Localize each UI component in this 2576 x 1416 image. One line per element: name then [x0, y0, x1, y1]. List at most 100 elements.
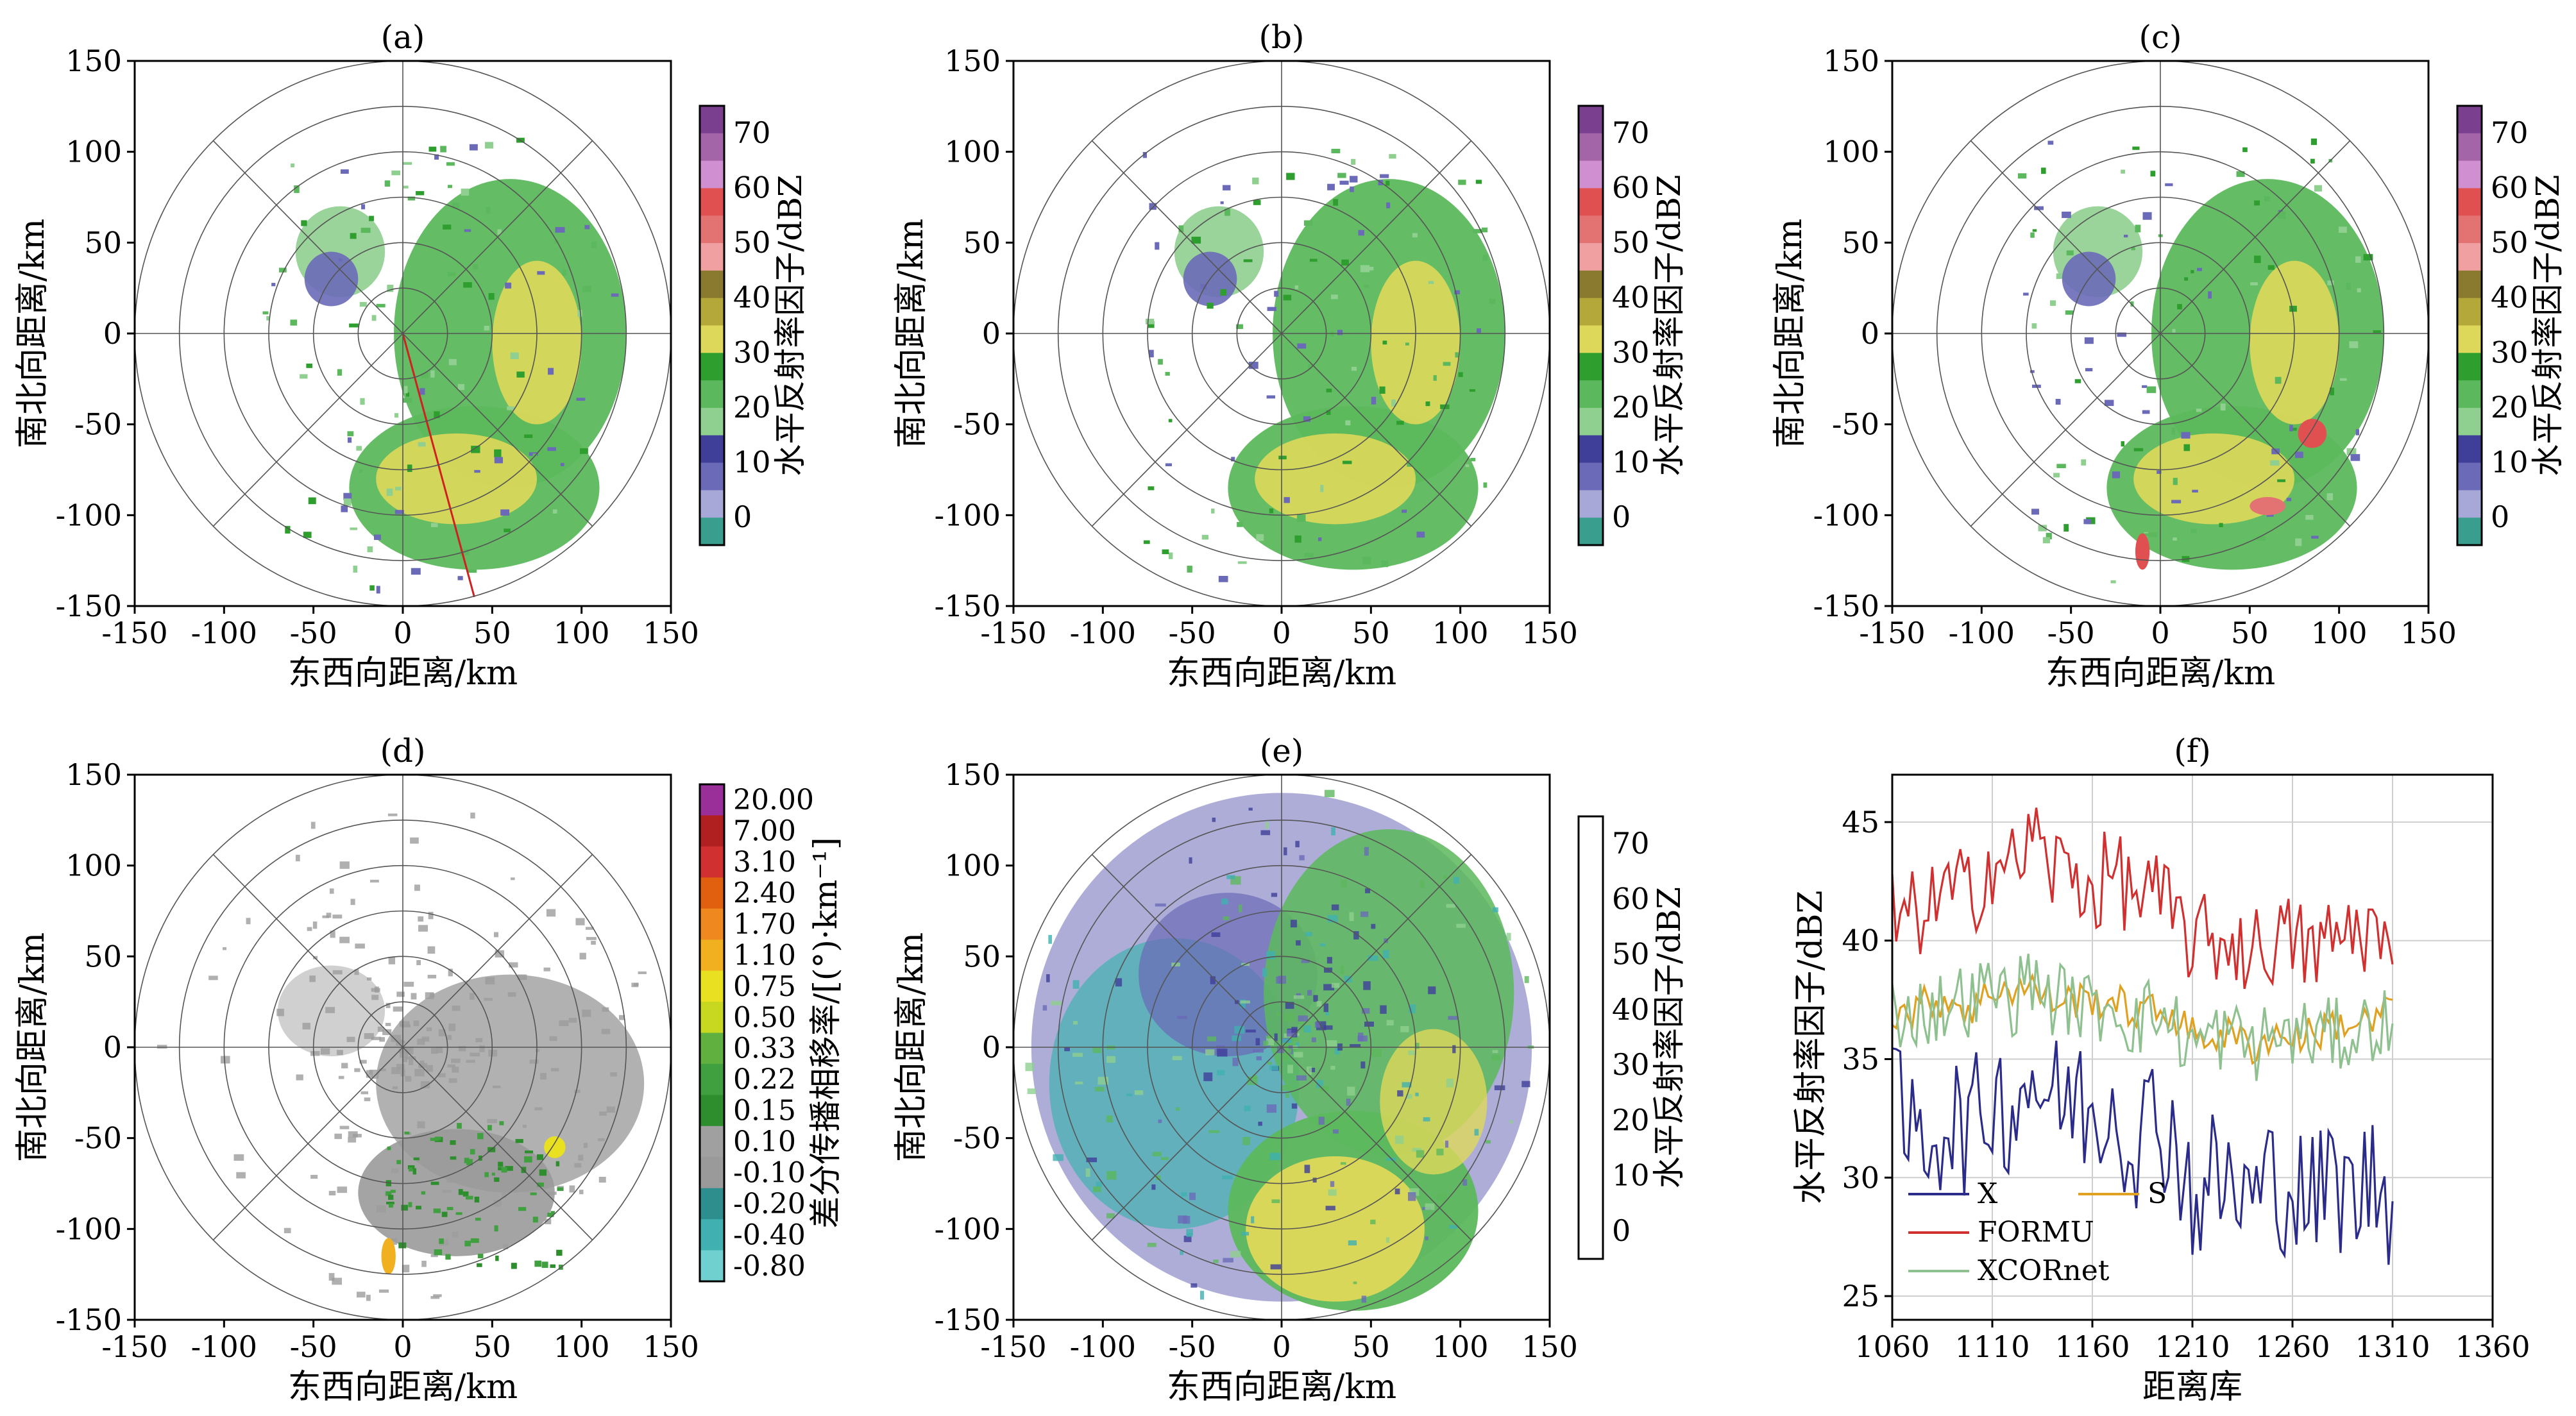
echo-cell	[1265, 822, 1269, 829]
echo-cell	[1371, 1049, 1382, 1058]
plot-frame	[1891, 773, 2494, 1321]
echo-cell	[2121, 169, 2126, 174]
echo-cell	[1323, 984, 1335, 991]
echo-cell	[1232, 1058, 1239, 1066]
echo-cell	[1339, 180, 1349, 185]
x-tick-label: 150	[1521, 1329, 1578, 1364]
echo-cell	[1284, 1013, 1295, 1022]
echo-cell	[290, 319, 298, 326]
colorbar-swatch	[1579, 462, 1603, 491]
echo-cell	[543, 967, 550, 972]
echo-cell	[1256, 1056, 1262, 1061]
echo-region	[1380, 1029, 1487, 1175]
echo-cell	[2130, 301, 2134, 307]
x-tick-label: -100	[1949, 616, 2015, 650]
echo-cell	[495, 1255, 499, 1261]
echo-cell	[2066, 250, 2074, 256]
echo-cell	[534, 1107, 543, 1111]
echo-cell	[547, 447, 556, 451]
echo-cell	[611, 293, 619, 297]
echo-cell	[1305, 932, 1312, 936]
echo-cell	[491, 1172, 495, 1176]
echo-cell	[500, 509, 510, 516]
colorbar-swatch	[2457, 298, 2482, 326]
x-tick-label: 50	[473, 616, 511, 650]
echo-cell	[1294, 285, 1299, 289]
echo-cell	[576, 398, 586, 401]
echo-cell	[402, 1265, 410, 1273]
colorbar-swatch	[700, 243, 724, 271]
y-tick-label: 150	[944, 757, 1001, 792]
echo-cell	[2173, 478, 2178, 485]
echo-cell	[2085, 367, 2093, 371]
echo-cell	[477, 1253, 484, 1259]
y-tick-label: -50	[953, 1121, 1001, 1156]
echo-cell	[448, 968, 453, 977]
echo-cell	[2373, 330, 2381, 333]
echo-cell	[326, 913, 332, 918]
echo-cell	[353, 1134, 362, 1138]
echo-cell	[1149, 350, 1154, 358]
echo-cell	[2053, 473, 2060, 478]
echo-cell	[575, 918, 585, 925]
echo-cell	[2257, 536, 2266, 541]
colorbar-tick-label: 50	[1612, 225, 1650, 260]
echo-cell	[2190, 528, 2197, 534]
echo-cell	[1483, 482, 1487, 488]
echo-cell	[1462, 1179, 1468, 1186]
colorbar-swatch	[2457, 270, 2482, 299]
echo-cell	[334, 1133, 343, 1140]
echo-cell	[1347, 1086, 1355, 1096]
echo-cell	[391, 170, 401, 176]
panel-title: (d)	[380, 732, 425, 770]
echo-cell	[569, 1185, 575, 1193]
echo-cell	[418, 916, 424, 922]
echo-cell	[1213, 1260, 1219, 1263]
echo-cell	[599, 1111, 607, 1116]
colorbar-tick-label: 10	[733, 445, 771, 480]
echo-cell	[1350, 176, 1358, 183]
echo-cell	[582, 1009, 591, 1017]
echo-cell	[501, 1167, 507, 1173]
colorbar-label: 水平反射率因子/dBZ	[772, 174, 809, 476]
echo-cell	[310, 822, 316, 829]
x-tick-label: 0	[1272, 616, 1291, 650]
echo-cell	[470, 993, 475, 1000]
azimuth-spoke	[1091, 854, 1282, 1048]
colorbar-swatch	[700, 1157, 724, 1189]
echo-cell	[387, 813, 398, 816]
echo-cell	[2330, 387, 2334, 396]
colorbar-label: 水平反射率因子/dBZ	[1650, 174, 1688, 476]
y-tick-label: 50	[84, 939, 122, 973]
echo-cell	[1345, 420, 1351, 426]
azimuth-spoke	[1281, 333, 1472, 527]
y-tick-label: -150	[56, 1302, 122, 1337]
echo-cell	[529, 1059, 539, 1064]
echo-cell	[1241, 1231, 1250, 1236]
echo-cell	[457, 1123, 462, 1129]
echo-cell	[1346, 1099, 1351, 1106]
colorbar-tick-label: 40	[1612, 280, 1650, 315]
echo-cell	[578, 1154, 584, 1161]
colorbar-swatch	[700, 215, 724, 244]
echo-cell	[430, 370, 435, 378]
echo-cell	[2208, 291, 2212, 299]
y-tick-label: 100	[944, 135, 1001, 169]
echo-cell	[2142, 212, 2152, 220]
echo-cell	[448, 1024, 456, 1031]
colorbar-swatch	[2457, 518, 2482, 546]
echo-cell	[1296, 514, 1306, 522]
echo-cell	[583, 1143, 588, 1149]
echo-cell	[308, 497, 316, 505]
series-line-xcornet	[1891, 954, 2394, 1081]
y-tick-label: 50	[963, 225, 1001, 260]
colorbar-tick-label: 50	[2491, 225, 2529, 260]
echo-cell	[1449, 1225, 1457, 1229]
y-tick-label: -100	[935, 1211, 1001, 1246]
echo-cell	[1269, 1152, 1280, 1160]
echo-cell	[1318, 537, 1322, 541]
echo-cell	[1509, 1120, 1513, 1124]
echo-cell	[1177, 1015, 1187, 1019]
colorbar-tick-label: 20	[733, 390, 771, 425]
echo-cell	[379, 1037, 386, 1042]
